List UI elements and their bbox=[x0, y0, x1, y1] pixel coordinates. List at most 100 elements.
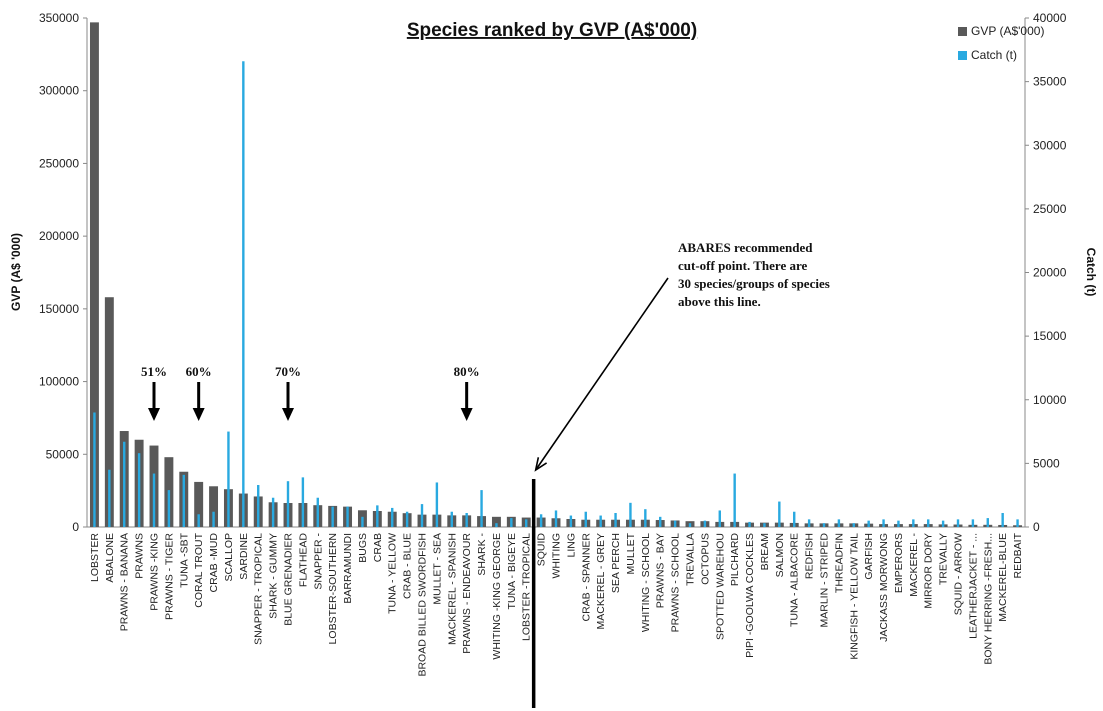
catch-bar bbox=[733, 473, 736, 527]
category-label: TUNA - ALBACORE bbox=[789, 533, 801, 627]
catch-bar bbox=[465, 513, 468, 527]
category-label: TUNA - YELLOW bbox=[387, 533, 399, 614]
catch-bar bbox=[629, 502, 632, 527]
category-label: LOBSTER -TROPICAL bbox=[521, 533, 533, 641]
catch-bar bbox=[435, 482, 439, 527]
legend-swatch-catch bbox=[958, 51, 967, 60]
catch-bar bbox=[405, 511, 409, 527]
right-tick-label: 35000 bbox=[1033, 75, 1067, 89]
catch-bar bbox=[971, 519, 975, 527]
category-label: LEATHERJACKET - ... bbox=[967, 533, 979, 639]
category-label: MACKEREL - SPANISH bbox=[446, 533, 458, 645]
category-label: SEA PERCH bbox=[610, 533, 622, 593]
catch-bar bbox=[584, 511, 587, 527]
catch-bar bbox=[346, 506, 349, 527]
cutoff-pointer bbox=[535, 277, 669, 471]
category-label: TUNA - BIGEYE bbox=[506, 533, 518, 609]
right-tick-label: 25000 bbox=[1033, 202, 1067, 216]
legend-label-gvp: GVP (A$'000) bbox=[971, 24, 1044, 38]
category-label: SNAPPER - bbox=[312, 533, 324, 590]
catch-bar bbox=[152, 473, 156, 527]
category-label: LING bbox=[565, 533, 577, 558]
catch-bar bbox=[495, 523, 498, 527]
catch-bar bbox=[778, 501, 781, 527]
catch-bar bbox=[212, 511, 215, 527]
category-label: PILCHARD bbox=[729, 533, 741, 587]
catch-bar bbox=[242, 61, 245, 527]
catch-bar bbox=[748, 521, 751, 527]
category-label: BUGS bbox=[357, 533, 369, 563]
category-label: PRAWNS - SCHOOL bbox=[670, 533, 682, 633]
category-label: PRAWNS - TIGER bbox=[163, 533, 175, 620]
percent-arrow-head bbox=[460, 408, 473, 421]
catch-bar bbox=[93, 412, 96, 527]
catch-bar bbox=[257, 485, 260, 527]
right-tick-label: 0 bbox=[1033, 520, 1040, 534]
catch-bar bbox=[227, 431, 230, 527]
category-labels: LOBSTER ABALONE PRAWNS - BANANA PRAWNS PRAWN… bbox=[89, 532, 1024, 676]
catch-bar bbox=[688, 523, 692, 527]
right-tick-label: 20000 bbox=[1033, 266, 1067, 280]
catch-bar bbox=[986, 518, 989, 527]
catch-bar bbox=[137, 453, 141, 527]
category-label: MULLET bbox=[625, 532, 637, 574]
catch-bar bbox=[1016, 519, 1019, 527]
catch-bar bbox=[525, 519, 528, 527]
catch-bar bbox=[837, 519, 841, 527]
gvp-bar bbox=[104, 297, 114, 527]
category-label: SPOTTED WAREHOU bbox=[714, 533, 726, 640]
category-label: BROAD BILLED SWORDFISH bbox=[417, 533, 429, 677]
catch-bar bbox=[614, 513, 617, 527]
left-tick-label: 300000 bbox=[39, 84, 79, 98]
catch-bar bbox=[941, 520, 945, 527]
percent-label: 80% bbox=[454, 364, 480, 379]
left-axis-label: GVP (A$ '000) bbox=[9, 233, 23, 311]
category-label: BREAM bbox=[759, 533, 771, 570]
category-label: SNAPPER - TROPICAL bbox=[253, 533, 265, 645]
category-label: SQUID bbox=[536, 533, 548, 567]
category-label: CORAL TROUT bbox=[193, 532, 205, 607]
catch-bar bbox=[539, 514, 543, 527]
category-label: FLATHEAD bbox=[297, 533, 309, 587]
catch-bars bbox=[93, 61, 1019, 527]
left-tick-label: 100000 bbox=[39, 375, 79, 389]
percent-arrow-head bbox=[148, 408, 160, 421]
catch-bar bbox=[673, 520, 677, 527]
right-tick-label: 10000 bbox=[1033, 393, 1067, 407]
category-label: CRAB - SPANNER bbox=[580, 533, 592, 622]
gvp-bar bbox=[209, 486, 219, 527]
category-label: JACKASS MORWONG bbox=[878, 533, 890, 642]
catch-bar bbox=[763, 523, 766, 527]
catch-bar bbox=[822, 523, 826, 527]
catch-bar bbox=[554, 510, 558, 527]
category-label: PRAWNS - BAY bbox=[655, 533, 667, 608]
category-label: PRAWNS -KING bbox=[149, 533, 161, 611]
catch-bar bbox=[793, 511, 796, 527]
catch-bar bbox=[956, 519, 960, 527]
catch-bar bbox=[301, 477, 305, 527]
cutoff-note-line-2: cut-off point. There are bbox=[678, 258, 807, 273]
category-label: KINGFISH - YELLOW TAIL bbox=[848, 533, 860, 660]
catch-bar bbox=[123, 441, 126, 527]
catch-bar bbox=[480, 490, 483, 527]
right-tick-label: 30000 bbox=[1033, 138, 1067, 152]
catch-bar bbox=[852, 523, 855, 527]
category-label: MACKEREL-BLUE bbox=[997, 533, 1009, 622]
category-label: OCTOPUS bbox=[699, 533, 711, 585]
catch-bar bbox=[331, 506, 334, 527]
left-tick-label: 250000 bbox=[39, 156, 79, 170]
right-axis-ticks: 0 5000 10000 15000 20000 25000 30000 35000 40000 bbox=[1025, 11, 1067, 534]
catch-bar bbox=[167, 490, 171, 527]
cutoff-note: ABARES recommended cut-off point. There … bbox=[678, 240, 830, 309]
catch-bar bbox=[807, 519, 811, 527]
category-label: LOBSTER-SOUTHERN bbox=[327, 533, 339, 644]
percent-label: 60% bbox=[186, 364, 212, 379]
catch-bar bbox=[912, 519, 915, 527]
left-tick-label: 50000 bbox=[46, 447, 80, 461]
catch-bar bbox=[108, 469, 111, 527]
catch-bar bbox=[569, 515, 573, 527]
category-label: GARFISH bbox=[863, 533, 875, 580]
category-label: THREADFIN bbox=[833, 533, 845, 593]
right-axis-label: Catch (t) bbox=[1084, 248, 1098, 297]
